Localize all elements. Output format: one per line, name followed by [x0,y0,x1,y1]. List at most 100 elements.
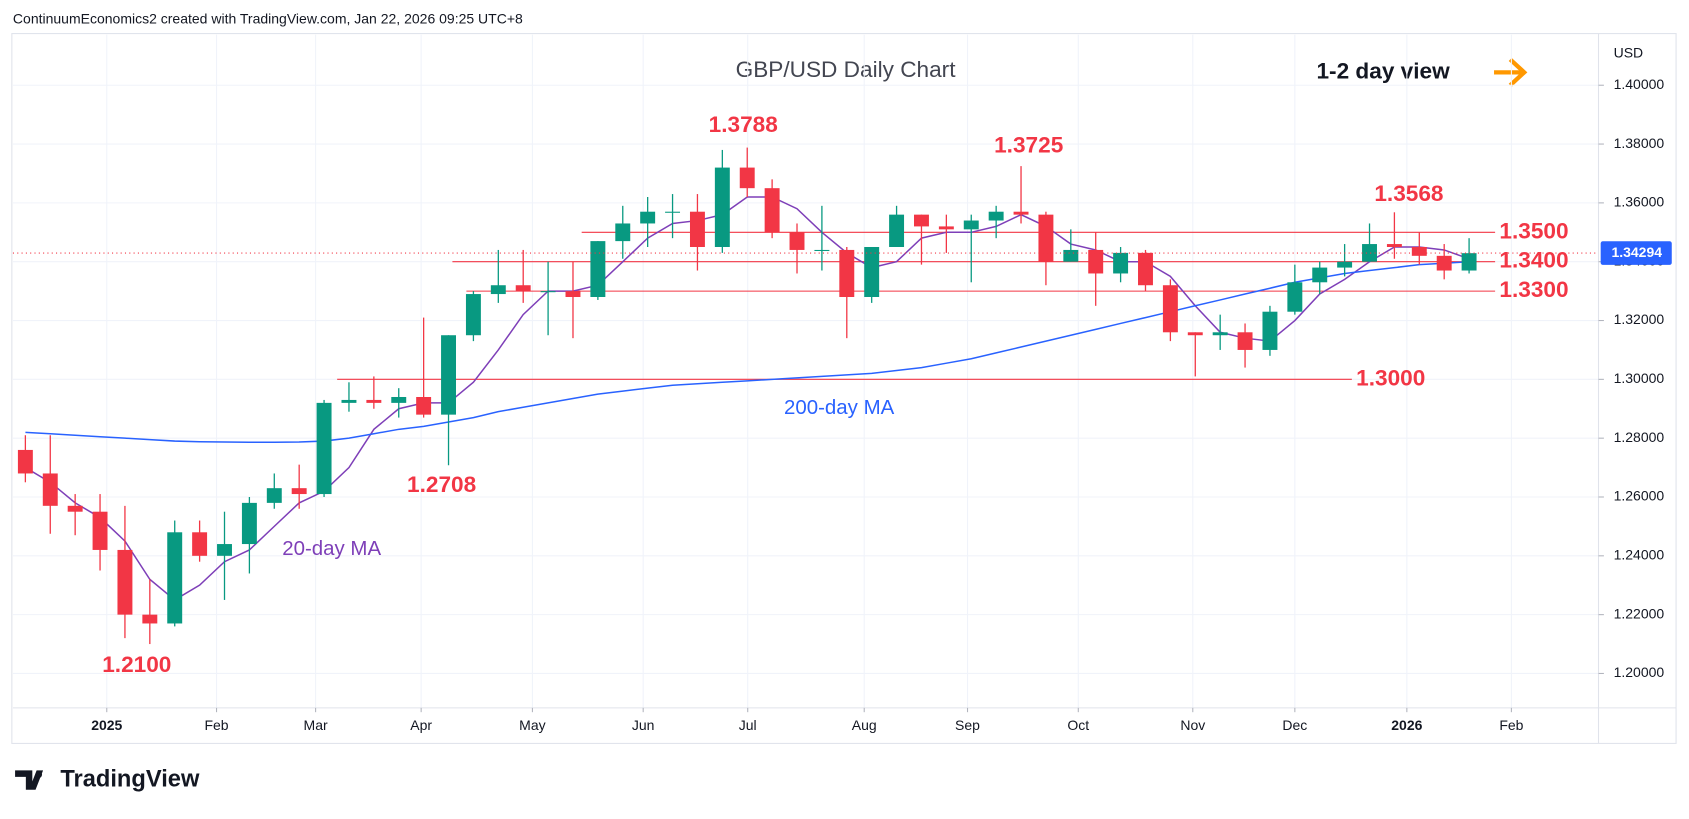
y-tick-label: 1.26000 [1614,488,1665,504]
x-tick-label: Jun [632,717,655,733]
candle-body [465,294,481,336]
candle-body [689,211,705,247]
annotation: 1.2708 [407,472,476,497]
x-tick-label: 2026 [1391,717,1422,733]
candle-body [714,167,730,247]
candle-body [490,285,506,295]
x-tick-label: 2025 [91,717,122,733]
frame [11,33,1677,744]
candle-body [1337,261,1353,268]
candle-body [441,335,456,415]
candle-body [1262,311,1278,350]
candle-body [1436,255,1452,271]
y-tick-label: 1.32000 [1614,311,1665,327]
annotation: 1.3788 [709,112,778,137]
y-tick-label: 1.40000 [1614,76,1665,92]
currency-label: USD [1614,45,1644,61]
logo: TradingView [15,766,200,792]
candle-body [938,226,954,230]
candle-body [963,220,979,230]
x-tick-label: Dec [1282,717,1307,733]
x-tick-label: Jul [739,717,757,733]
candle-body [1187,332,1203,336]
candle-body [416,396,432,415]
ma-label: 20-day MA [282,537,381,560]
candle-body [889,214,905,247]
candle-body [615,223,631,242]
x-tick-label: Oct [1067,717,1089,733]
y-tick-label: 1.36000 [1614,194,1665,210]
y-tick-label: 1.22000 [1614,605,1665,621]
arrow-icon [1494,57,1528,87]
logo-text: TradingView [60,766,200,792]
candle-body [1088,249,1104,274]
candle-body [92,511,108,550]
candle-body [1386,244,1402,247]
candle-body [1411,246,1427,256]
candle-body [665,211,681,213]
candle-body [515,285,531,292]
y-tick-label: 1.20000 [1614,664,1665,680]
candle-body [1138,252,1153,286]
candle-body [540,291,556,293]
y-tick-label: 1.38000 [1614,135,1665,151]
x-tick-label: Mar [304,717,328,733]
candle-body [1237,332,1253,350]
candle-body [988,211,1004,221]
x-tick-label: Nov [1180,717,1205,733]
candle-body [764,188,780,233]
candle-body [640,211,656,224]
candle-body [1038,214,1054,262]
header: ContinuumEconomics2 created with Trading… [13,10,523,26]
level-label: 1.3300 [1499,277,1568,302]
candle-body [1362,244,1377,262]
grid [12,34,1599,708]
candle-body [366,399,382,403]
candle-body [266,488,282,503]
candle-body [1312,267,1328,283]
candle-body [291,488,307,495]
view-label: 1-2 day view [1316,58,1450,83]
candle-body [1013,211,1029,215]
level-label: 1.3000 [1356,365,1425,390]
candle-body [42,473,58,506]
candle-body [565,291,581,297]
x-tick-label: May [519,717,545,733]
x-tick-label: Feb [1499,717,1523,733]
x-tick-label: Apr [410,717,432,733]
annotation: 1.3725 [994,133,1063,158]
candle-body [1063,249,1079,262]
candle-body [739,167,755,189]
candle-body [142,614,158,624]
candle-body [864,246,880,297]
candle-body [192,532,208,556]
candle-body [814,249,830,252]
candle-body [590,241,606,297]
x-tick-label: Feb [204,717,228,733]
chart-title: GBP/USD Daily Chart [736,57,957,82]
y-tick-label: 1.24000 [1614,547,1665,563]
last-price-tag [1600,241,1672,265]
candle-body [1162,285,1178,333]
candle-body [1461,253,1477,271]
candle-body [391,396,407,403]
candle-body [316,402,332,495]
ma-line [25,260,1470,443]
candle-body [789,232,805,250]
y-tick-label: 1.30000 [1614,370,1665,386]
x-tick-label: Sep [955,717,980,733]
candle-body [117,549,133,615]
ma-label: 200-day MA [784,396,895,419]
annotation: 1.3568 [1374,181,1443,206]
candle-body [341,399,357,403]
annotation: 1.2100 [102,652,171,677]
x-tick-label: Aug [852,717,877,733]
candle-body [839,249,855,297]
last-price-label: 1.34294 [1611,244,1662,260]
candle-body [17,449,33,474]
y-tick-label: 1.28000 [1614,429,1665,445]
level-label: 1.3500 [1499,218,1568,243]
candle-body [241,502,257,545]
